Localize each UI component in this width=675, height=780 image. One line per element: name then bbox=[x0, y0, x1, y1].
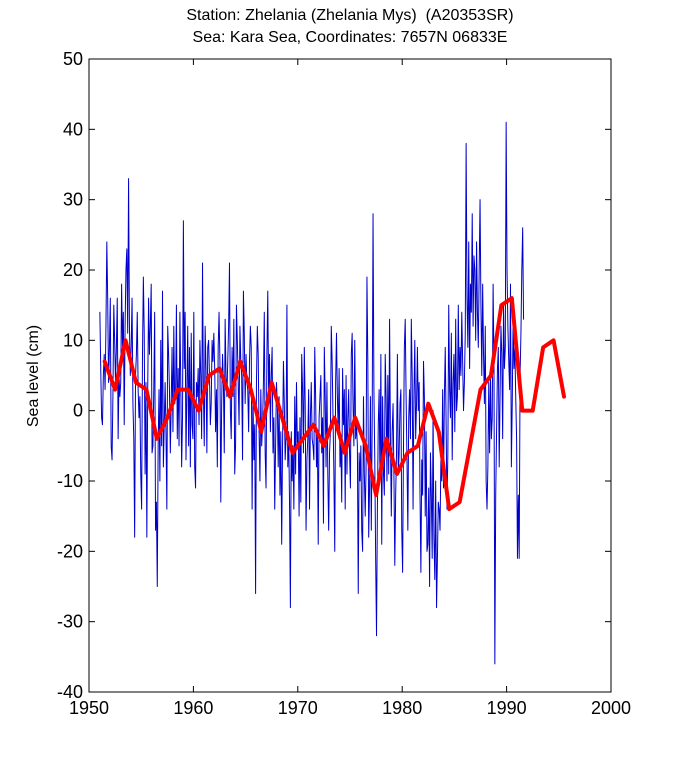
y-tick-label: -40 bbox=[57, 682, 83, 702]
y-tick-label: 30 bbox=[63, 190, 83, 210]
y-tick-label: 50 bbox=[63, 49, 83, 69]
series-line-2 bbox=[102, 296, 567, 512]
x-tick-label: 1950 bbox=[69, 698, 109, 718]
x-tick-label: 1970 bbox=[278, 698, 318, 718]
x-tick-label: 1990 bbox=[487, 698, 527, 718]
y-tick-label: 0 bbox=[73, 401, 83, 421]
x-tick-label: 1960 bbox=[173, 698, 213, 718]
x-tick-label: 2000 bbox=[591, 698, 631, 718]
y-tick-label: 10 bbox=[63, 330, 83, 350]
y-tick-label: -10 bbox=[57, 471, 83, 491]
y-axis-label: Sea level (cm) bbox=[25, 325, 42, 427]
series-line-1 bbox=[99, 121, 525, 665]
y-tick-label: -20 bbox=[57, 541, 83, 561]
y-tick-label: 20 bbox=[63, 260, 83, 280]
series-layer bbox=[99, 121, 567, 665]
y-tick-label: -30 bbox=[57, 612, 83, 632]
x-tick-label: 1980 bbox=[382, 698, 422, 718]
chart-title: Station: Zhelania (Zhelania Mys) (A20353… bbox=[186, 7, 514, 24]
chart-subtitle: Sea: Kara Sea, Coordinates: 7657N 06833E bbox=[192, 29, 508, 46]
axes-layer: 1950 1960 1970 1980 1990 2000 -40 -30 -20 -10 0 10 2… bbox=[57, 49, 631, 718]
y-tick-label: 40 bbox=[63, 119, 83, 139]
axes-box bbox=[88, 58, 612, 693]
